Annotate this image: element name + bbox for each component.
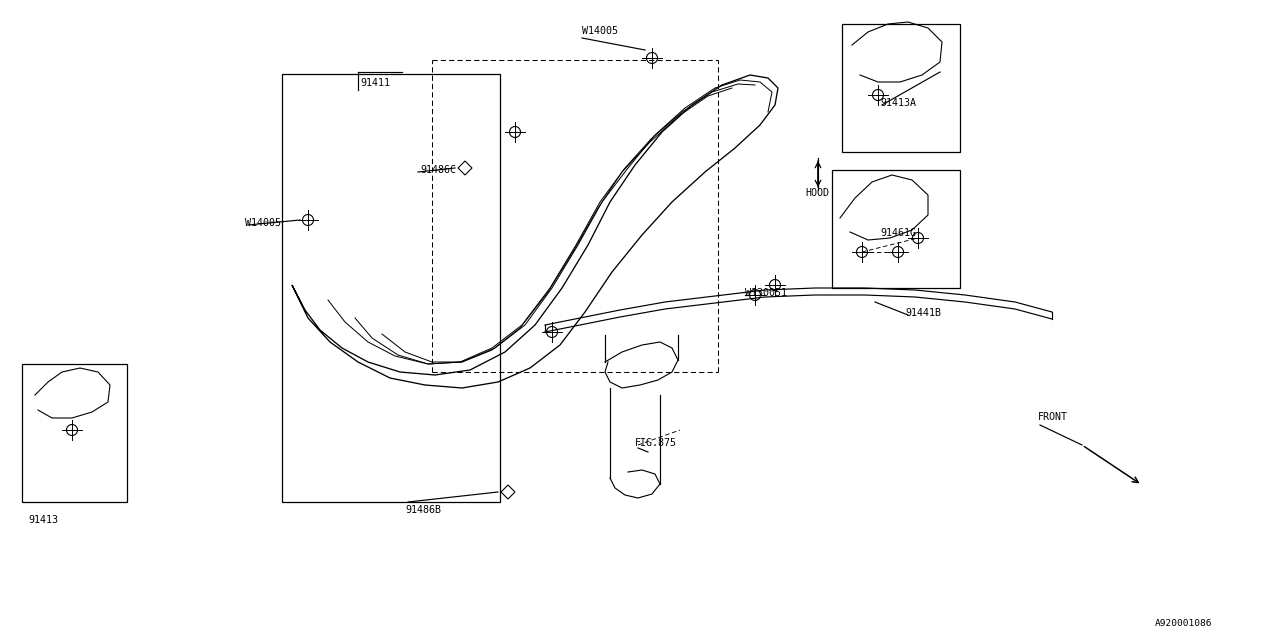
Text: 91413A: 91413A bbox=[881, 98, 916, 108]
Text: 91486B: 91486B bbox=[404, 505, 442, 515]
Text: 91441B: 91441B bbox=[905, 308, 941, 318]
Text: 91413: 91413 bbox=[28, 515, 58, 525]
Bar bbox=[282, 74, 500, 502]
Text: FRONT: FRONT bbox=[1038, 412, 1068, 422]
Text: W14005: W14005 bbox=[582, 26, 618, 36]
Text: 91411: 91411 bbox=[360, 78, 390, 88]
Text: HOOD: HOOD bbox=[805, 188, 829, 198]
Bar bbox=[842, 24, 960, 152]
Text: W14005: W14005 bbox=[244, 218, 282, 228]
Text: A920001086: A920001086 bbox=[1155, 619, 1212, 628]
Bar bbox=[22, 364, 127, 502]
Text: 91461G: 91461G bbox=[881, 228, 916, 238]
Text: FIG.875: FIG.875 bbox=[635, 438, 677, 448]
Text: W130051: W130051 bbox=[745, 288, 787, 298]
Text: 91486C: 91486C bbox=[420, 165, 456, 175]
Bar bbox=[832, 170, 960, 288]
